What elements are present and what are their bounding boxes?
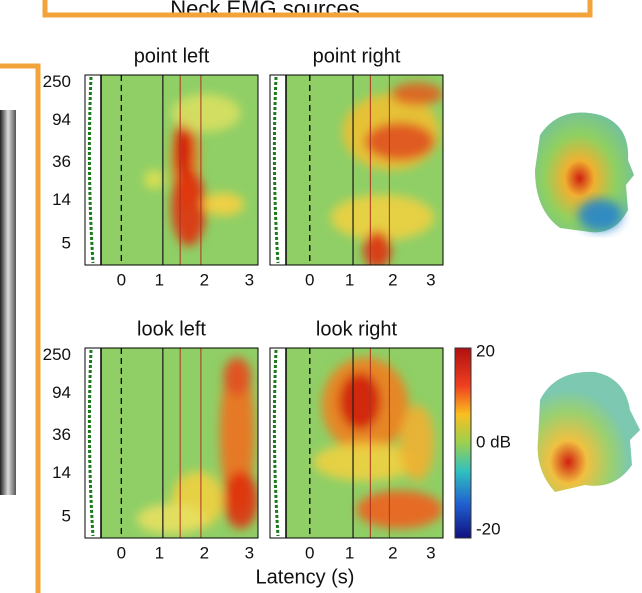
- x-tick-label: 2: [388, 543, 397, 562]
- head-topography: [535, 113, 634, 233]
- baseline-strip: [270, 348, 286, 538]
- colorbar-label: 0 dB: [476, 432, 511, 451]
- y-tick-label: 250: [43, 72, 71, 91]
- y-tick-label: 14: [52, 463, 71, 482]
- power-blob: [223, 472, 258, 529]
- y-tick-label: 94: [52, 110, 71, 129]
- spectrogram-panel: look left 250 94 36 14 5 0 1 2 3: [43, 318, 258, 562]
- panel-title: look left: [137, 318, 206, 340]
- power-blob: [400, 405, 435, 481]
- power-blob: [365, 123, 434, 161]
- figure-title: Neck EMG sources: [170, 0, 360, 21]
- head-topography: [538, 372, 640, 492]
- x-tick-label: 2: [388, 270, 397, 289]
- spectrogram-panel: point right 0 1 2 3: [270, 45, 443, 289]
- power-blob: [203, 193, 245, 216]
- panel-title: point left: [134, 45, 210, 67]
- x-tick-label: 2: [200, 543, 209, 562]
- power-blob: [172, 94, 241, 132]
- power-blob: [357, 491, 444, 529]
- y-tick-label: 94: [52, 383, 71, 402]
- power-blob: [391, 83, 443, 106]
- power-blob: [137, 504, 206, 534]
- colorbar: [455, 348, 471, 538]
- x-tick-label: 0: [117, 270, 126, 289]
- power-blob: [144, 170, 165, 189]
- x-tick-label: 0: [305, 543, 314, 562]
- x-tick-label: 1: [345, 543, 354, 562]
- colorbar-label: 20: [476, 341, 495, 360]
- y-tick-label: 14: [52, 190, 71, 209]
- y-tick-label: 36: [52, 152, 71, 171]
- x-tick-label: 3: [426, 270, 435, 289]
- x-axis-label: Latency (s): [256, 566, 355, 588]
- x-tick-label: 0: [305, 270, 314, 289]
- power-blob: [175, 123, 192, 180]
- x-tick-label: 2: [200, 270, 209, 289]
- x-tick-label: 3: [245, 543, 254, 562]
- y-tick-label: 5: [62, 507, 71, 526]
- x-tick-label: 3: [426, 543, 435, 562]
- y-tick-label: 5: [62, 234, 71, 253]
- panel-title: point right: [313, 45, 401, 67]
- y-tick-label: 250: [43, 345, 71, 364]
- baseline-strip: [85, 348, 101, 538]
- baseline-strip: [270, 75, 286, 265]
- brain-image: [0, 110, 16, 495]
- baseline-strip: [85, 75, 101, 265]
- colorbar-label: -20: [476, 519, 501, 538]
- power-blob: [363, 231, 391, 269]
- power-blob: [223, 358, 251, 396]
- x-tick-label: 1: [155, 270, 164, 289]
- x-tick-label: 1: [155, 543, 164, 562]
- spectrogram-panel: point left 250 94 36 14 5 0 1 2 3: [43, 45, 258, 289]
- figure: Neck EMG sources Latency (s) 20 0 dB -20…: [0, 0, 642, 593]
- y-tick-label: 36: [52, 425, 71, 444]
- spectrogram-panel: look right 0 1 2 3: [270, 318, 443, 562]
- x-tick-label: 1: [345, 270, 354, 289]
- panel-title: look right: [316, 318, 398, 340]
- x-tick-label: 0: [117, 543, 126, 562]
- power-blob: [339, 373, 381, 430]
- x-tick-label: 3: [245, 270, 254, 289]
